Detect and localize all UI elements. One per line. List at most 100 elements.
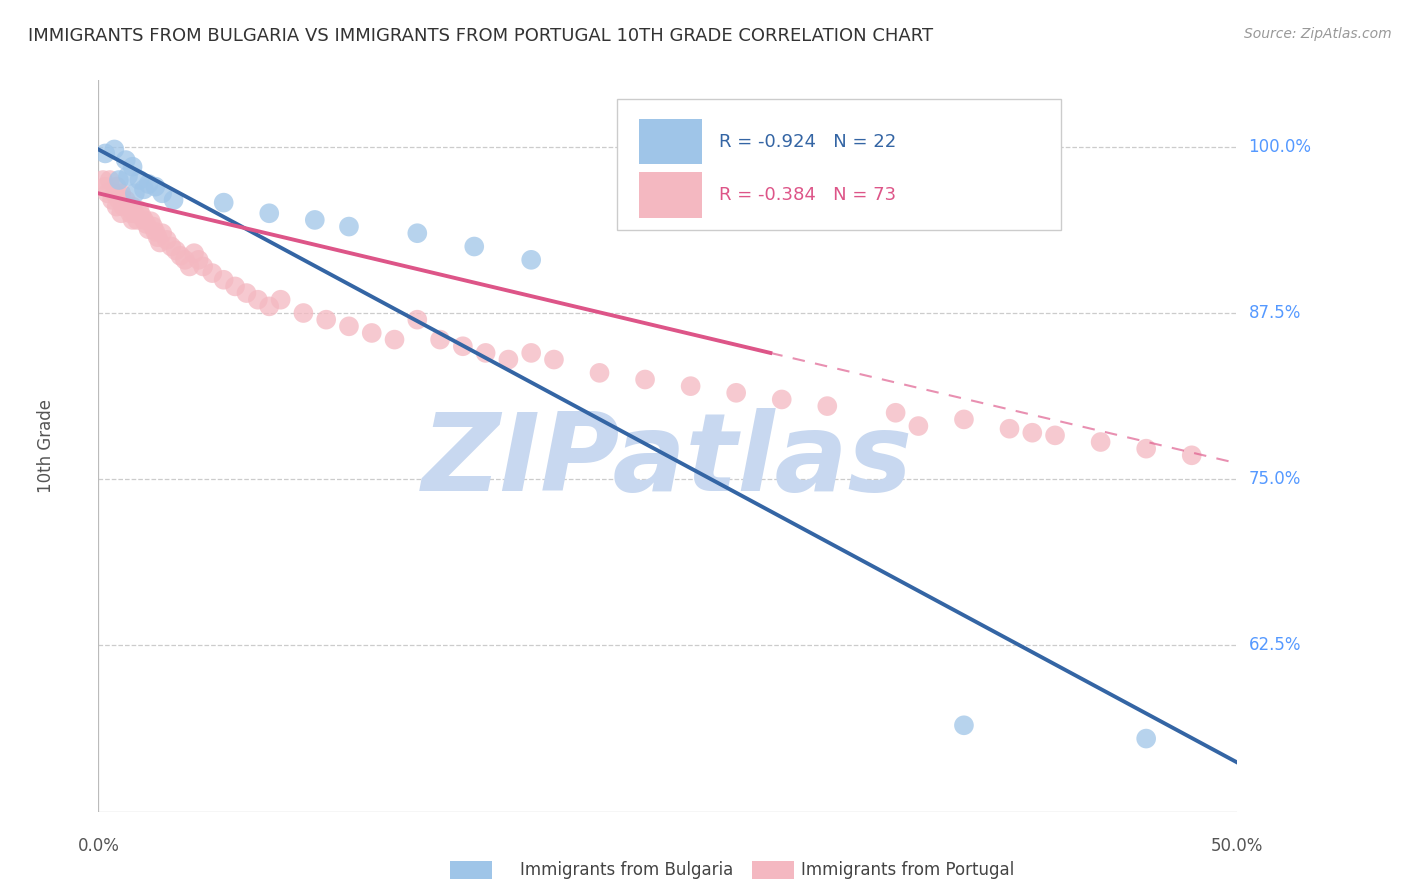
Point: [114, 153, 136, 167]
Point: [270, 293, 292, 307]
Point: [124, 186, 146, 201]
Point: [998, 422, 1021, 436]
Point: [112, 200, 135, 214]
Point: [634, 372, 657, 386]
Point: [884, 406, 907, 420]
Point: [114, 193, 136, 207]
Point: [96, 186, 118, 201]
Point: [953, 412, 976, 426]
Point: [108, 193, 131, 207]
Point: [1090, 435, 1112, 450]
Point: [121, 200, 143, 214]
Point: [183, 246, 205, 260]
Point: [246, 293, 269, 307]
Point: [588, 366, 610, 380]
Point: [384, 333, 406, 347]
Point: [1135, 731, 1157, 746]
Text: 75.0%: 75.0%: [1249, 470, 1301, 488]
Text: 87.5%: 87.5%: [1249, 304, 1301, 322]
FancyBboxPatch shape: [640, 172, 702, 218]
Point: [224, 279, 246, 293]
Point: [121, 160, 143, 174]
Point: [117, 169, 139, 183]
Point: [815, 399, 838, 413]
Point: [150, 186, 173, 201]
Point: [101, 193, 124, 207]
Point: [679, 379, 702, 393]
Text: R = -0.384   N = 73: R = -0.384 N = 73: [718, 186, 896, 204]
Point: [142, 219, 165, 234]
Point: [1181, 448, 1204, 462]
Point: [128, 173, 150, 187]
Text: Immigrants from Portugal: Immigrants from Portugal: [801, 861, 1015, 879]
Point: [179, 260, 201, 274]
Point: [169, 249, 191, 263]
Point: [105, 200, 128, 214]
Point: [138, 177, 160, 191]
Point: [149, 235, 172, 250]
Point: [429, 333, 451, 347]
Point: [543, 352, 565, 367]
Point: [156, 233, 179, 247]
Point: [259, 299, 281, 313]
Point: [315, 312, 337, 326]
FancyBboxPatch shape: [617, 98, 1060, 230]
Point: [162, 193, 184, 207]
Point: [474, 346, 496, 360]
Point: [121, 213, 143, 227]
Point: [165, 244, 187, 258]
Point: [135, 217, 157, 231]
Point: [120, 206, 142, 220]
Point: [360, 326, 382, 340]
Point: [132, 182, 155, 196]
Point: [124, 206, 146, 220]
Point: [498, 352, 520, 367]
Point: [94, 179, 117, 194]
Point: [110, 206, 132, 220]
Point: [304, 213, 326, 227]
Point: [160, 239, 183, 253]
Point: [138, 222, 160, 236]
Point: [406, 312, 429, 326]
Point: [201, 266, 224, 280]
Point: [725, 385, 748, 400]
Text: 100.0%: 100.0%: [1249, 137, 1312, 156]
Point: [91, 173, 114, 187]
Point: [117, 200, 139, 214]
Point: [406, 226, 429, 240]
Point: [953, 718, 976, 732]
Point: [1021, 425, 1043, 440]
Point: [907, 419, 929, 434]
Text: 10th Grade: 10th Grade: [37, 399, 55, 493]
Point: [259, 206, 281, 220]
Point: [128, 203, 150, 218]
Point: [145, 225, 167, 239]
Point: [212, 195, 235, 210]
Point: [235, 286, 257, 301]
Text: 0.0%: 0.0%: [77, 837, 120, 855]
Point: [145, 179, 167, 194]
Point: [174, 252, 197, 267]
Text: 62.5%: 62.5%: [1249, 637, 1301, 655]
Point: [1043, 428, 1066, 442]
Point: [103, 186, 125, 201]
Point: [292, 306, 315, 320]
Text: ZIPatlas: ZIPatlas: [422, 408, 914, 514]
Point: [770, 392, 793, 407]
Point: [132, 213, 155, 227]
Point: [1135, 442, 1157, 456]
Text: 50.0%: 50.0%: [1211, 837, 1264, 855]
Point: [520, 346, 543, 360]
Point: [94, 146, 117, 161]
Point: [103, 143, 125, 157]
Point: [146, 230, 169, 244]
Point: [463, 239, 485, 253]
Point: [150, 226, 173, 240]
Point: [451, 339, 474, 353]
FancyBboxPatch shape: [640, 119, 702, 164]
Point: [187, 252, 209, 267]
Point: [105, 179, 128, 194]
Point: [98, 173, 121, 187]
Text: Source: ZipAtlas.com: Source: ZipAtlas.com: [1244, 27, 1392, 41]
Point: [131, 209, 153, 223]
